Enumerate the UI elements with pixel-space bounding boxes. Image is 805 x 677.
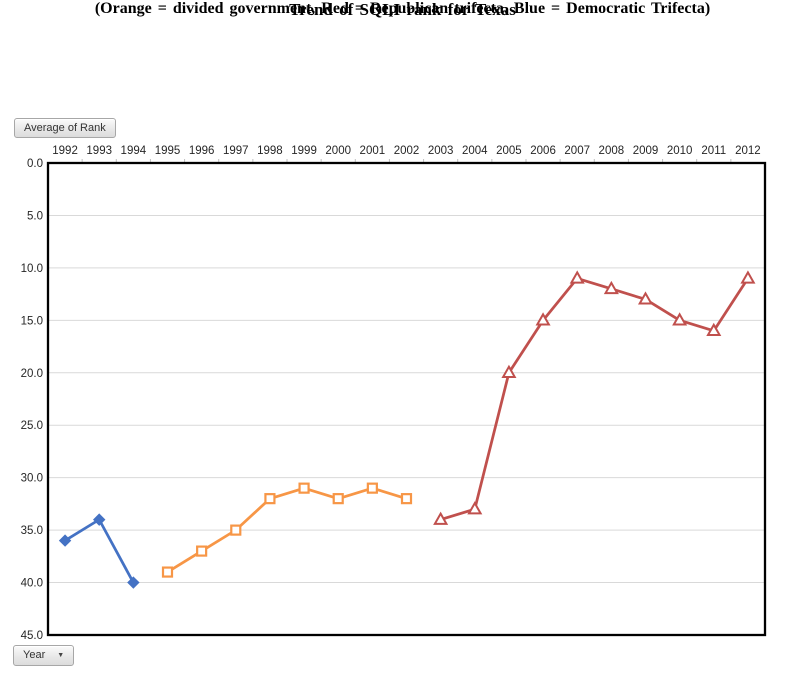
data-point-marker <box>264 493 276 505</box>
x-axis-tick-label: 2003 <box>428 145 454 157</box>
x-axis-tick-label: 1997 <box>223 145 249 157</box>
x-axis-tick-label: 1993 <box>86 145 112 157</box>
x-axis-tick-label: 2009 <box>633 145 659 157</box>
data-point-marker <box>433 511 449 525</box>
x-axis-tick-label: 1996 <box>189 145 215 157</box>
data-point-marker <box>230 524 242 536</box>
data-point-marker <box>196 545 208 557</box>
y-axis-tick-label: 40.0 <box>21 578 43 590</box>
x-axis-tick-label: 2002 <box>394 145 420 157</box>
chart-subtitle: (Orange = divided government, Red = Repu… <box>94 0 711 17</box>
x-axis-tick-label: 1998 <box>257 145 283 157</box>
chart-title: Trend of SQLI rank for Texas <box>289 0 516 19</box>
series-republican-trifecta <box>433 270 756 525</box>
y-axis-tick-label: 25.0 <box>21 420 43 432</box>
pivot-value-field-button[interactable]: Average of Rank <box>14 118 116 138</box>
data-point-marker <box>501 364 517 378</box>
data-point-marker <box>467 501 483 515</box>
y-axis-tick-label: 5.0 <box>27 210 43 222</box>
data-point-marker <box>298 482 310 494</box>
y-axis-tick-label: 15.0 <box>21 315 43 327</box>
series-line <box>63 518 135 584</box>
data-point-marker <box>93 513 106 526</box>
data-point-marker <box>603 280 619 295</box>
x-axis-tick-label: 1999 <box>291 145 317 157</box>
pivot-axis-field-button[interactable]: Year ▼ <box>13 645 75 666</box>
data-point-marker <box>332 493 344 505</box>
series-democratic-trifecta <box>58 513 140 589</box>
y-axis-tick-label: 10.0 <box>21 263 43 275</box>
data-point-marker <box>366 482 378 494</box>
data-point-marker <box>400 493 413 505</box>
x-axis-tick-label: 1995 <box>155 145 181 157</box>
x-axis-tick-label: 2011 <box>701 145 726 157</box>
series-divided-government <box>161 482 413 578</box>
gridlines <box>48 214 765 584</box>
data-point-marker <box>740 270 756 284</box>
x-axis-tick-label: 2000 <box>325 145 351 157</box>
x-axis-tick-label: 2001 <box>360 145 386 157</box>
x-axis-tick-label: 1994 <box>121 145 147 157</box>
dropdown-arrow-icon: ▼ <box>57 652 65 659</box>
x-axis-tick-label: 1992 <box>52 145 78 157</box>
y-axis-tick-label: 30.0 <box>21 473 43 485</box>
data-point-marker <box>535 312 551 326</box>
y-axis-tick-label: 20.0 <box>21 368 43 380</box>
data-point-marker <box>161 566 174 578</box>
y-axis-tick-label: 45.0 <box>21 630 43 642</box>
x-axis-labels: 1992 1993 1994 1995 1996 1997 1998 1999 2000 2001… <box>52 145 760 157</box>
plot-border <box>46 161 767 637</box>
series-line <box>166 486 408 574</box>
y-axis-labels: 0.0 5.0 10.0 15.0 20.0 25.0 30.0 35.0 40.0 45.0 <box>21 158 43 642</box>
chart-plot-area: 1992 1993 1994 1995 1996 1997 1998 1999 2000 2001… <box>21 145 767 642</box>
data-point-marker <box>706 322 722 337</box>
data-point-marker <box>637 291 654 305</box>
y-axis-tick-label: 35.0 <box>21 525 43 537</box>
x-axis-tick-label: 2004 <box>462 145 488 157</box>
x-axis-tick-label: 2012 <box>735 145 761 157</box>
x-axis-tick-label: 2005 <box>496 145 522 157</box>
y-axis-tick-label: 0.0 <box>27 158 43 170</box>
x-axis-tick-label: 2006 <box>530 145 556 157</box>
data-point-marker <box>672 312 688 326</box>
data-point-marker <box>127 576 140 589</box>
x-axis-tick-label: 2008 <box>599 145 625 157</box>
x-axis-tick-label: 2010 <box>667 145 693 157</box>
data-point-marker <box>58 534 72 547</box>
data-point-marker <box>569 270 585 284</box>
x-axis-tick-label: 2007 <box>564 145 590 157</box>
series-line <box>439 277 750 521</box>
axis-field-label: Year <box>23 649 46 661</box>
